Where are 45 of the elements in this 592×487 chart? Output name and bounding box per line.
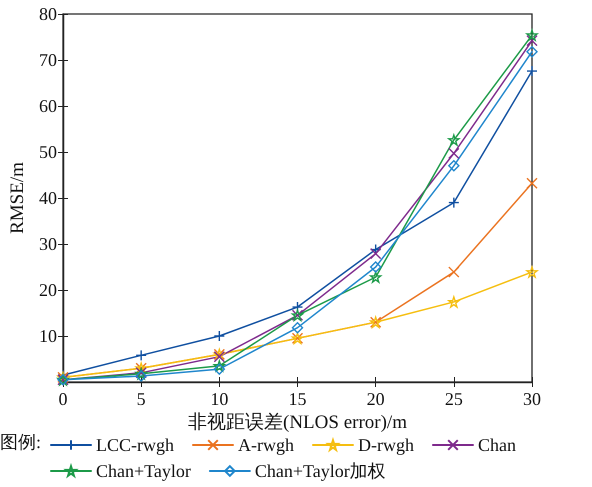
point bbox=[448, 148, 460, 160]
point bbox=[448, 266, 460, 278]
x-tick-label: 10 bbox=[210, 389, 228, 409]
y-tick-label: 40 bbox=[39, 188, 57, 208]
legend-label: Chan+Taylor bbox=[96, 461, 191, 481]
legend-label: D-rwgh bbox=[358, 435, 414, 455]
x-tick-label: 25 bbox=[444, 389, 463, 409]
x-tick-label: 30 bbox=[523, 389, 541, 409]
x-tick-label: 0 bbox=[58, 389, 68, 409]
y-tick-label: 70 bbox=[39, 50, 57, 70]
legend-label: A-rwgh bbox=[238, 435, 294, 455]
point bbox=[370, 248, 382, 260]
x-tick-label: 20 bbox=[366, 389, 385, 409]
point bbox=[526, 34, 538, 46]
y-tick-label: 10 bbox=[39, 326, 57, 346]
point bbox=[526, 65, 538, 77]
point bbox=[135, 350, 147, 362]
point bbox=[370, 261, 382, 273]
legend-title: 图例: bbox=[0, 432, 42, 452]
point bbox=[526, 29, 538, 41]
y-tick-label: 20 bbox=[39, 280, 57, 300]
point bbox=[370, 271, 382, 283]
point bbox=[214, 330, 226, 342]
point bbox=[448, 134, 460, 146]
point bbox=[214, 351, 226, 362]
legend-label: LCC-rwgh bbox=[96, 435, 174, 455]
y-tick-label: 80 bbox=[39, 4, 57, 24]
x-tick-label: 15 bbox=[288, 389, 306, 409]
x-tick-label: 5 bbox=[136, 389, 146, 409]
y-axis-title: RMSE/m bbox=[7, 162, 28, 234]
legend-label: Chan+Taylor加权 bbox=[254, 461, 386, 481]
point bbox=[448, 296, 460, 308]
y-tick-label: 50 bbox=[39, 142, 57, 162]
point bbox=[214, 363, 226, 375]
y-tick-label: 60 bbox=[39, 96, 57, 116]
point bbox=[292, 322, 304, 334]
point bbox=[526, 178, 538, 189]
legend-label: Chan bbox=[478, 435, 516, 455]
point bbox=[448, 196, 460, 208]
y-tick-label: 30 bbox=[39, 234, 57, 254]
point bbox=[526, 46, 538, 58]
point bbox=[448, 160, 460, 172]
point bbox=[526, 266, 538, 278]
point bbox=[214, 360, 226, 372]
x-axis-title: 非视距误差(NLOS error)/m bbox=[188, 412, 408, 433]
